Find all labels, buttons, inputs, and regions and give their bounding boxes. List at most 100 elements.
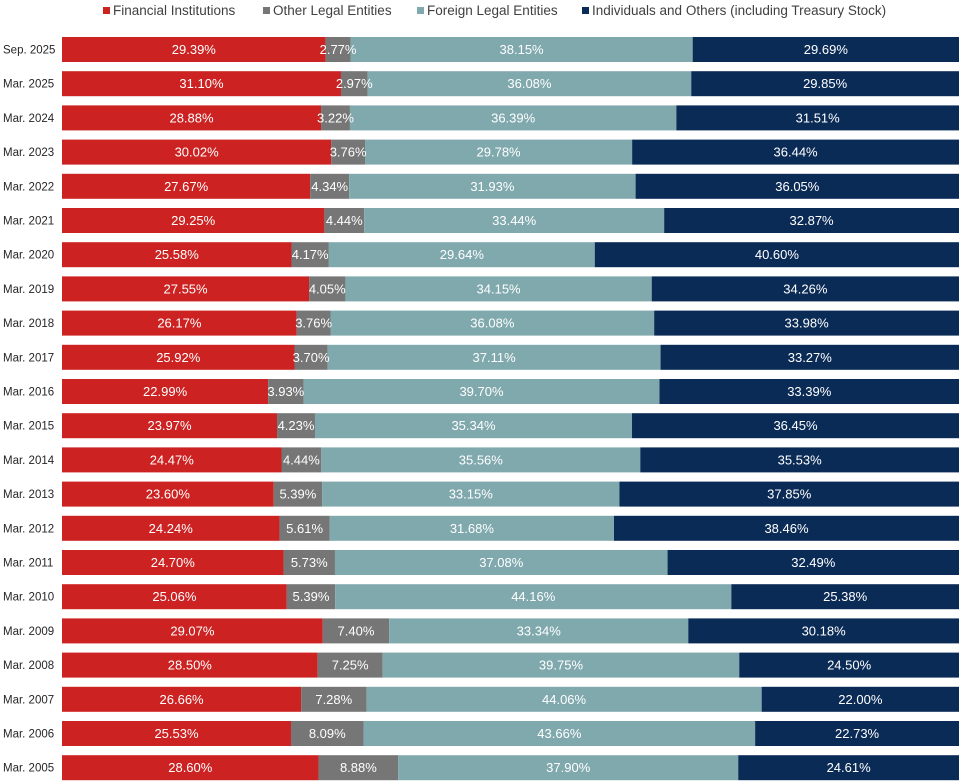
data-label: 44.06% [542, 692, 587, 707]
bar-segment [321, 447, 641, 473]
data-label: 40.60% [755, 247, 800, 262]
bar-row: Mar. 2008 28.50% 7.25% 39.75% 24.50% [3, 652, 959, 678]
data-label: 37.90% [546, 760, 591, 775]
data-label: 25.06% [152, 589, 197, 604]
bar-row: Mar. 2024 28.88% 3.22% 36.39% 31.51% [3, 105, 959, 131]
category-label: Mar. 2022 [3, 181, 54, 193]
category-label: Mar. 2016 [3, 387, 54, 399]
legend-swatch [417, 7, 424, 14]
data-label: 3.70% [293, 350, 330, 365]
data-label: 44.16% [511, 589, 556, 604]
legend-swatch [263, 7, 270, 14]
legend-swatch [582, 7, 589, 14]
bar-row: Mar. 2023 30.02% 3.76% 29.78% 36.44% [3, 139, 959, 165]
data-label: 26.17% [157, 316, 202, 331]
bar-row: Mar. 2025 31.10% 2.97% 36.08% 29.85% [3, 71, 959, 97]
data-label: 33.27% [788, 350, 833, 365]
data-label: 23.97% [147, 418, 192, 433]
data-label: 28.60% [168, 760, 213, 775]
category-label: Mar. 2011 [3, 558, 53, 570]
data-label: 37.08% [479, 555, 524, 570]
bar-segment [310, 173, 350, 199]
bar-segment [334, 550, 668, 575]
category-label: Mar. 2019 [3, 284, 54, 296]
bar-segment [62, 481, 274, 507]
bar-row: Mar. 2020 25.58% 4.17% 29.64% 40.60% [3, 242, 959, 268]
bar-segment [322, 481, 620, 507]
bar-segment [62, 173, 311, 199]
data-label: 34.15% [477, 281, 522, 296]
data-label: 4.44% [326, 213, 363, 228]
data-label: 7.28% [315, 692, 352, 707]
category-label: Mar. 2005 [3, 763, 54, 775]
bar-segment [324, 208, 365, 233]
data-label: 33.39% [787, 384, 832, 399]
data-label: 30.18% [802, 623, 847, 638]
data-label: 5.39% [279, 487, 316, 502]
bar-segment [676, 105, 959, 131]
bar-segment [62, 755, 319, 781]
bar-row: Mar. 2009 29.07% 7.40% 33.34% 30.18% [3, 618, 959, 644]
data-label: 29.07% [170, 623, 215, 638]
category-label: Mar. 2024 [3, 113, 55, 125]
legend-label: Foreign Legal Entities [427, 3, 558, 18]
bar-row: Mar. 2011 24.70% 5.73% 37.08% 32.49% [3, 550, 959, 575]
legend-swatch [103, 7, 110, 14]
data-label: 36.45% [773, 418, 818, 433]
data-label: 24.70% [151, 555, 196, 570]
legend-label: Other Legal Entities [273, 3, 392, 18]
bar-segment [688, 618, 959, 644]
bar-segment [62, 413, 278, 439]
data-label: 5.73% [291, 555, 328, 570]
data-label: 29.78% [477, 145, 522, 160]
data-label: 26.66% [160, 692, 205, 707]
bar-segment [62, 550, 284, 575]
category-label: Mar. 2018 [3, 318, 54, 330]
bar-segment [635, 173, 959, 199]
bar-row: Mar. 2015 23.97% 4.23% 35.34% 36.45% [3, 413, 959, 439]
bar-segment [268, 379, 304, 404]
bar-segment [365, 139, 633, 165]
bar-segment [62, 584, 287, 610]
bar-segment [340, 71, 368, 97]
bar-segment [321, 105, 350, 131]
bar-segment [755, 721, 959, 746]
data-label: 22.99% [143, 384, 188, 399]
data-label: 33.34% [517, 623, 562, 638]
bar-segment [62, 242, 292, 268]
legend-item-foreign-legal-entities: Foreign Legal Entities [417, 3, 558, 19]
category-label: Mar. 2014 [3, 455, 55, 467]
bar-segment [290, 721, 364, 746]
data-label: 36.08% [470, 316, 515, 331]
bar-segment [325, 37, 351, 62]
bar-segment [761, 686, 959, 712]
data-label: 25.53% [154, 726, 199, 741]
bar-segment [303, 379, 660, 404]
bar-row: Mar. 2005 28.60% 8.88% 37.90% 24.61% [3, 755, 959, 781]
bar-segment [322, 618, 390, 644]
data-label: 36.05% [775, 179, 820, 194]
data-label: 39.70% [459, 384, 504, 399]
bar-segment [62, 515, 280, 541]
data-label: 31.68% [450, 521, 495, 536]
bar-segment [62, 276, 310, 302]
data-label: 37.11% [473, 350, 517, 365]
category-label: Mar. 2008 [3, 660, 54, 672]
category-label: Mar. 2013 [3, 489, 54, 501]
data-label: 29.25% [171, 213, 216, 228]
data-label: 8.88% [340, 760, 377, 775]
bar-segment [659, 379, 959, 404]
bar-segment [318, 755, 399, 781]
bar-segment [692, 37, 959, 62]
bar-segment [62, 721, 291, 746]
bar-row: Mar. 2006 25.53% 8.09% 43.66% 22.73% [3, 721, 959, 746]
data-label: 31.93% [470, 179, 515, 194]
legend-item-financial-institutions: Financial Institutions [103, 3, 235, 19]
data-label: 25.92% [156, 350, 201, 365]
data-label: 5.39% [293, 589, 330, 604]
bar-segment [314, 413, 633, 439]
category-label: Mar. 2006 [3, 729, 54, 741]
category-label: Mar. 2010 [3, 592, 54, 604]
bar-segment [62, 139, 332, 165]
data-label: 4.05% [309, 281, 346, 296]
